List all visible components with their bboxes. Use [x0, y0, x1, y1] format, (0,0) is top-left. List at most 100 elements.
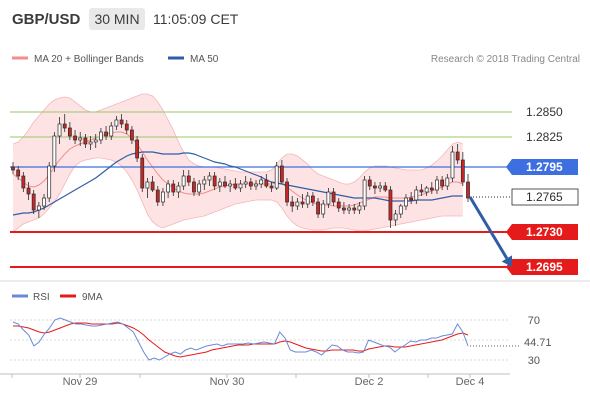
rsi-tick-label: 70 — [528, 315, 540, 327]
timeframe-label: 30 MIN — [94, 11, 139, 27]
candle-body-down — [264, 179, 269, 187]
candle — [135, 136, 139, 162]
candle — [52, 132, 57, 172]
candle-body-up — [161, 191, 165, 203]
forecast-arrow-shaft — [468, 196, 509, 260]
candle — [409, 192, 414, 204]
forecast-arrow-head — [501, 255, 512, 267]
candle — [347, 204, 351, 214]
candle-body-down — [383, 185, 388, 191]
candle — [161, 188, 165, 206]
candle-body-down — [130, 129, 134, 141]
candle — [26, 182, 31, 200]
candle — [233, 178, 238, 190]
candle — [176, 182, 181, 198]
candle-body-down — [11, 166, 15, 171]
level-tag-last_price — [511, 188, 579, 206]
candle-body-down — [150, 181, 155, 191]
candle — [124, 120, 129, 134]
legend-rsi-label: RSI — [33, 292, 50, 303]
candle-body-down — [367, 179, 372, 187]
candle-body-down — [248, 181, 253, 187]
candle-body-down — [290, 201, 295, 207]
candle — [145, 178, 150, 198]
candle — [93, 134, 98, 148]
candle-body-down — [455, 151, 460, 161]
price-plot: 1.2850 1.2825 1.2795 1.2765 1.2730 1.2695 — [10, 93, 579, 275]
candle-body-down — [171, 183, 176, 193]
candle-body-down — [409, 197, 414, 201]
rsi-line — [12, 317, 469, 361]
level-label-resistance_2: 1.2850 — [526, 105, 563, 119]
candle — [373, 182, 377, 194]
candle-body-up — [109, 125, 114, 137]
candle — [202, 176, 207, 190]
x-axis: Nov 29 Nov 30 Dec 2 Dec 4 — [0, 373, 510, 388]
level-tag-support_2 — [512, 259, 578, 275]
candle-body-down — [440, 179, 445, 187]
candle-body-up — [238, 183, 243, 189]
candle — [36, 202, 41, 218]
candle-body-down — [31, 193, 36, 211]
legend-ma50-label: MA 50 — [190, 54, 219, 65]
candle — [243, 176, 248, 188]
candle — [435, 176, 439, 194]
candle — [331, 188, 336, 206]
candle — [274, 162, 279, 190]
candle-body-up — [326, 191, 331, 205]
legend-ma20-label: MA 20 + Bollinger Bands — [34, 54, 144, 65]
candle — [300, 194, 305, 208]
candle-body-up — [398, 205, 403, 215]
pair-title: GBP/USD — [12, 11, 81, 28]
candle — [62, 114, 67, 132]
legend: MA 20 + Bollinger Bands MA 50 Research ©… — [12, 54, 580, 65]
candle — [466, 174, 470, 202]
candle — [311, 192, 315, 206]
candle-body-down — [67, 127, 72, 137]
candle-body-down — [192, 181, 196, 193]
candle-body-up — [47, 165, 52, 199]
level-tag-resistance_2 — [512, 104, 578, 120]
candle — [207, 172, 212, 186]
candle — [460, 152, 465, 186]
candle-body-up — [393, 213, 398, 221]
candle-body-up — [357, 205, 362, 211]
candle-body-up — [57, 123, 62, 137]
candle — [254, 180, 258, 190]
candle-body-down — [233, 183, 238, 189]
candle-body-up — [207, 175, 212, 181]
candle — [419, 184, 424, 196]
timeframe-badge[interactable] — [89, 8, 145, 30]
candle-body-down — [21, 175, 26, 189]
candle — [404, 194, 408, 210]
candle — [326, 188, 331, 208]
bollinger-lower-line — [12, 157, 463, 233]
candle — [104, 126, 108, 140]
candle — [357, 202, 362, 214]
candle — [238, 180, 243, 192]
candle — [290, 196, 295, 212]
level-tag-resistance_1 — [512, 129, 578, 145]
candle — [279, 160, 284, 184]
candle-body-up — [36, 205, 41, 211]
candle-body-down — [135, 139, 139, 159]
candle — [16, 166, 21, 180]
rsi-value-tag — [522, 335, 578, 349]
candle-body-down — [419, 189, 424, 193]
x-tick-label: Nov 29 — [63, 376, 98, 388]
candle — [414, 186, 419, 204]
candle — [295, 198, 300, 210]
candle-body-up — [295, 201, 300, 207]
candle — [264, 174, 269, 188]
candle-body-up — [145, 181, 150, 189]
candle-body-up — [181, 175, 186, 187]
level-label-support_2: 1.2695 — [526, 260, 563, 274]
candle — [336, 198, 341, 212]
candle — [248, 178, 253, 190]
candle — [378, 182, 382, 192]
candle-body-down — [62, 123, 67, 129]
candle-body-down — [155, 189, 160, 203]
candle-body-up — [93, 139, 98, 143]
candle — [73, 130, 77, 144]
timestamp: 11:05:09 CET — [153, 11, 239, 27]
